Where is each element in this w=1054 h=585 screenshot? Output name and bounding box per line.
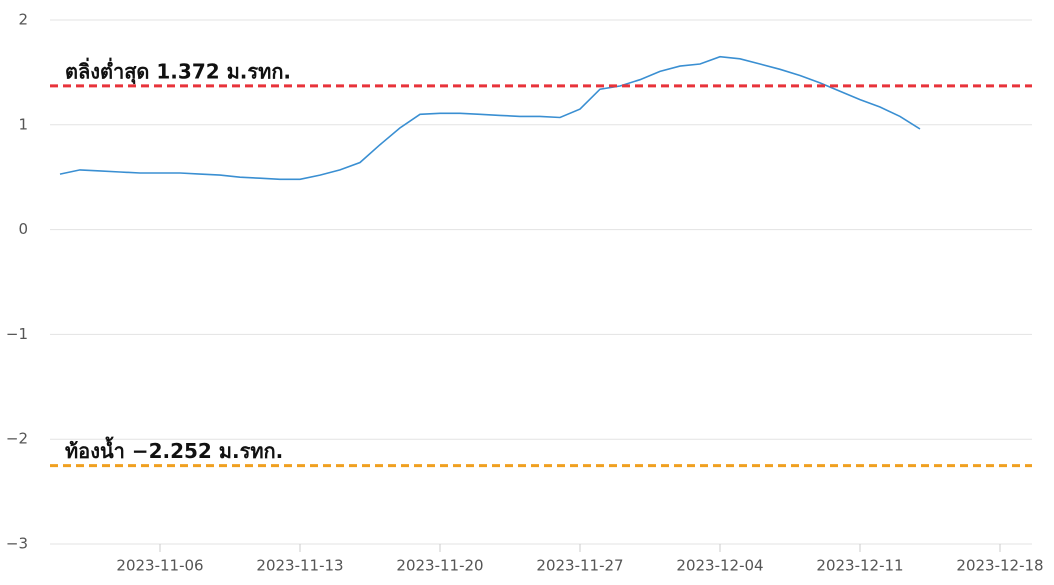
y-tick-label: −1: [6, 325, 28, 343]
x-tick-label: 2023-12-04: [676, 557, 763, 575]
y-tick-label: −3: [6, 535, 28, 553]
data-line: [59, 55, 921, 181]
reference-label: ท้องน้ำ −2.252 ม.รทก.: [65, 436, 283, 463]
y-tick-label: −2: [6, 430, 28, 448]
y-tick-label: 2: [18, 11, 28, 29]
x-tick-label: 2023-11-20: [396, 557, 483, 575]
x-tick-label: 2023-11-27: [536, 557, 623, 575]
x-tick-label: 2023-11-06: [116, 557, 203, 575]
reference-label: ตลิ่งต่ำสุด 1.372 ม.รทก.: [65, 56, 291, 84]
x-tick-label: 2023-11-13: [256, 557, 343, 575]
x-tick-label: 2023-12-18: [956, 557, 1043, 575]
y-tick-label: 1: [18, 115, 28, 133]
x-tick-label: 2023-12-11: [816, 557, 903, 575]
y-tick-label: 0: [18, 220, 28, 238]
